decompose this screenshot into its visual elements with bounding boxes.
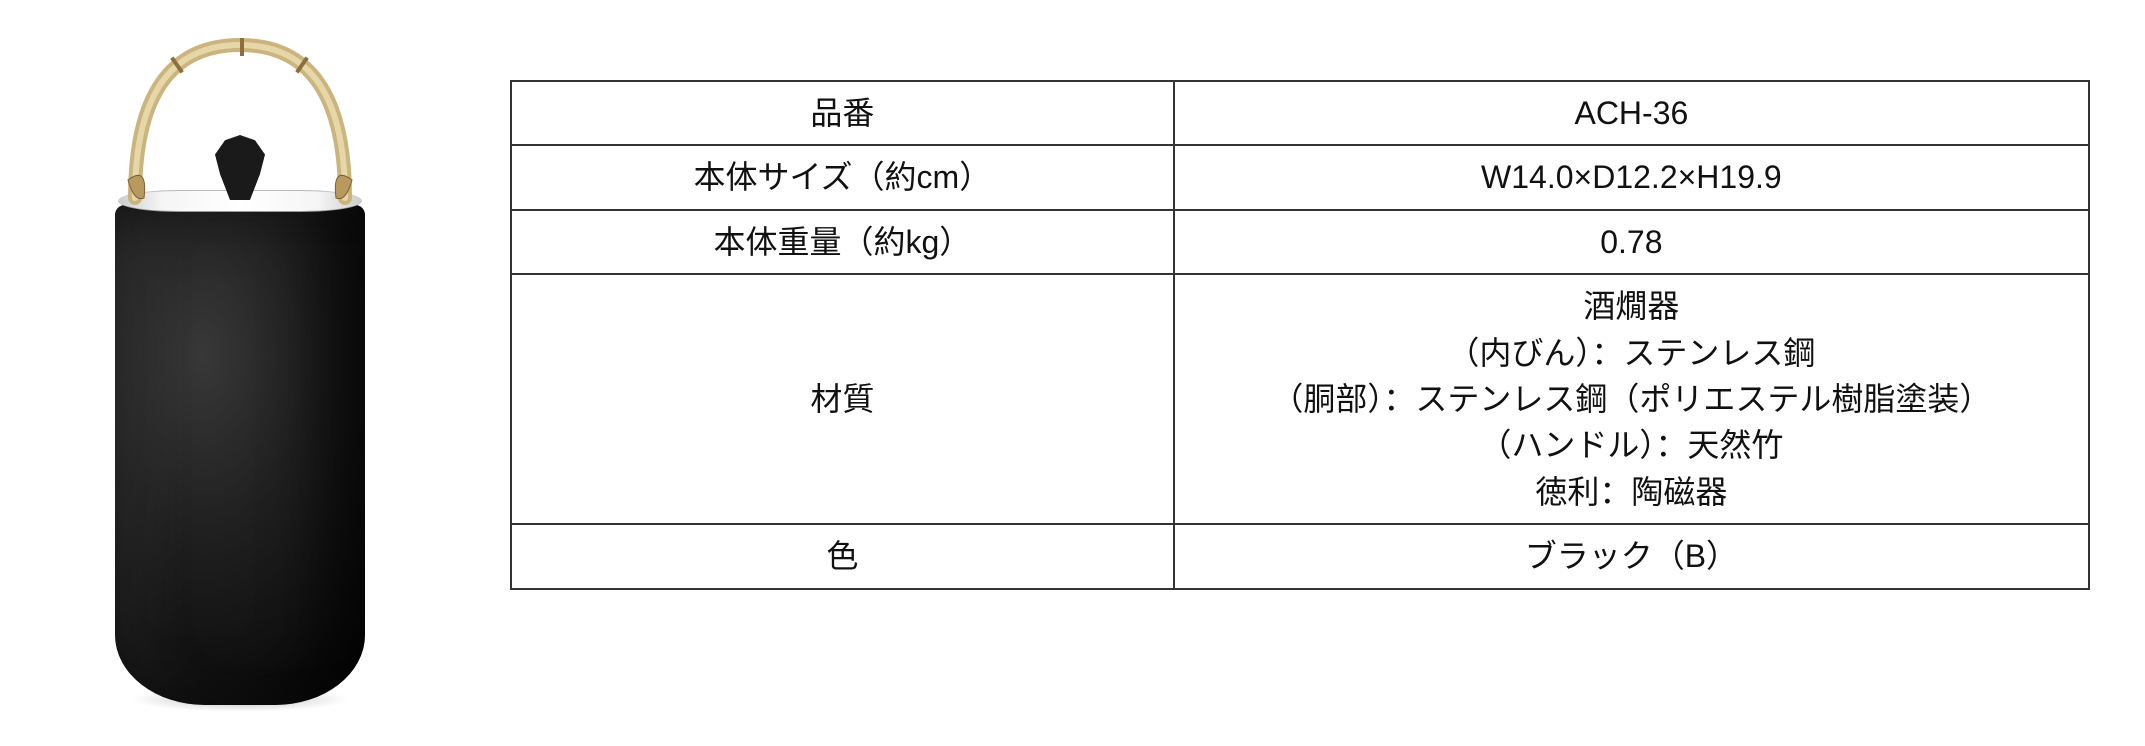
spec-value: ブラック（B） (1174, 524, 2089, 588)
spec-label: 本体重量（約kg） (511, 210, 1174, 274)
spec-label: 品番 (511, 81, 1174, 145)
table-row: 本体重量（約kg） 0.78 (511, 210, 2089, 274)
spec-value: W14.0×D12.2×H19.9 (1174, 145, 2089, 209)
spec-table-body: 品番 ACH-36 本体サイズ（約cm） W14.0×D12.2×H19.9 本… (511, 81, 2089, 589)
table-row: 品番 ACH-36 (511, 81, 2089, 145)
spec-label: 材質 (511, 274, 1174, 524)
spec-table: 品番 ACH-36 本体サイズ（約cm） W14.0×D12.2×H19.9 本… (510, 80, 2090, 590)
table-row: 色 ブラック（B） (511, 524, 2089, 588)
spec-label: 本体サイズ（約cm） (511, 145, 1174, 209)
spec-value: 0.78 (1174, 210, 2089, 274)
spec-value: 酒燗器 （内びん）：ステンレス鋼 （胴部）：ステンレス鋼（ポリエステル樹脂塗装）… (1174, 274, 2089, 524)
spec-value: ACH-36 (1174, 81, 2089, 145)
table-row: 材質 酒燗器 （内びん）：ステンレス鋼 （胴部）：ステンレス鋼（ポリエステル樹脂… (511, 274, 2089, 524)
product-image (30, 20, 450, 720)
table-row: 本体サイズ（約cm） W14.0×D12.2×H19.9 (511, 145, 2089, 209)
spec-label: 色 (511, 524, 1174, 588)
product-handle (120, 30, 360, 210)
product-body (115, 205, 365, 705)
